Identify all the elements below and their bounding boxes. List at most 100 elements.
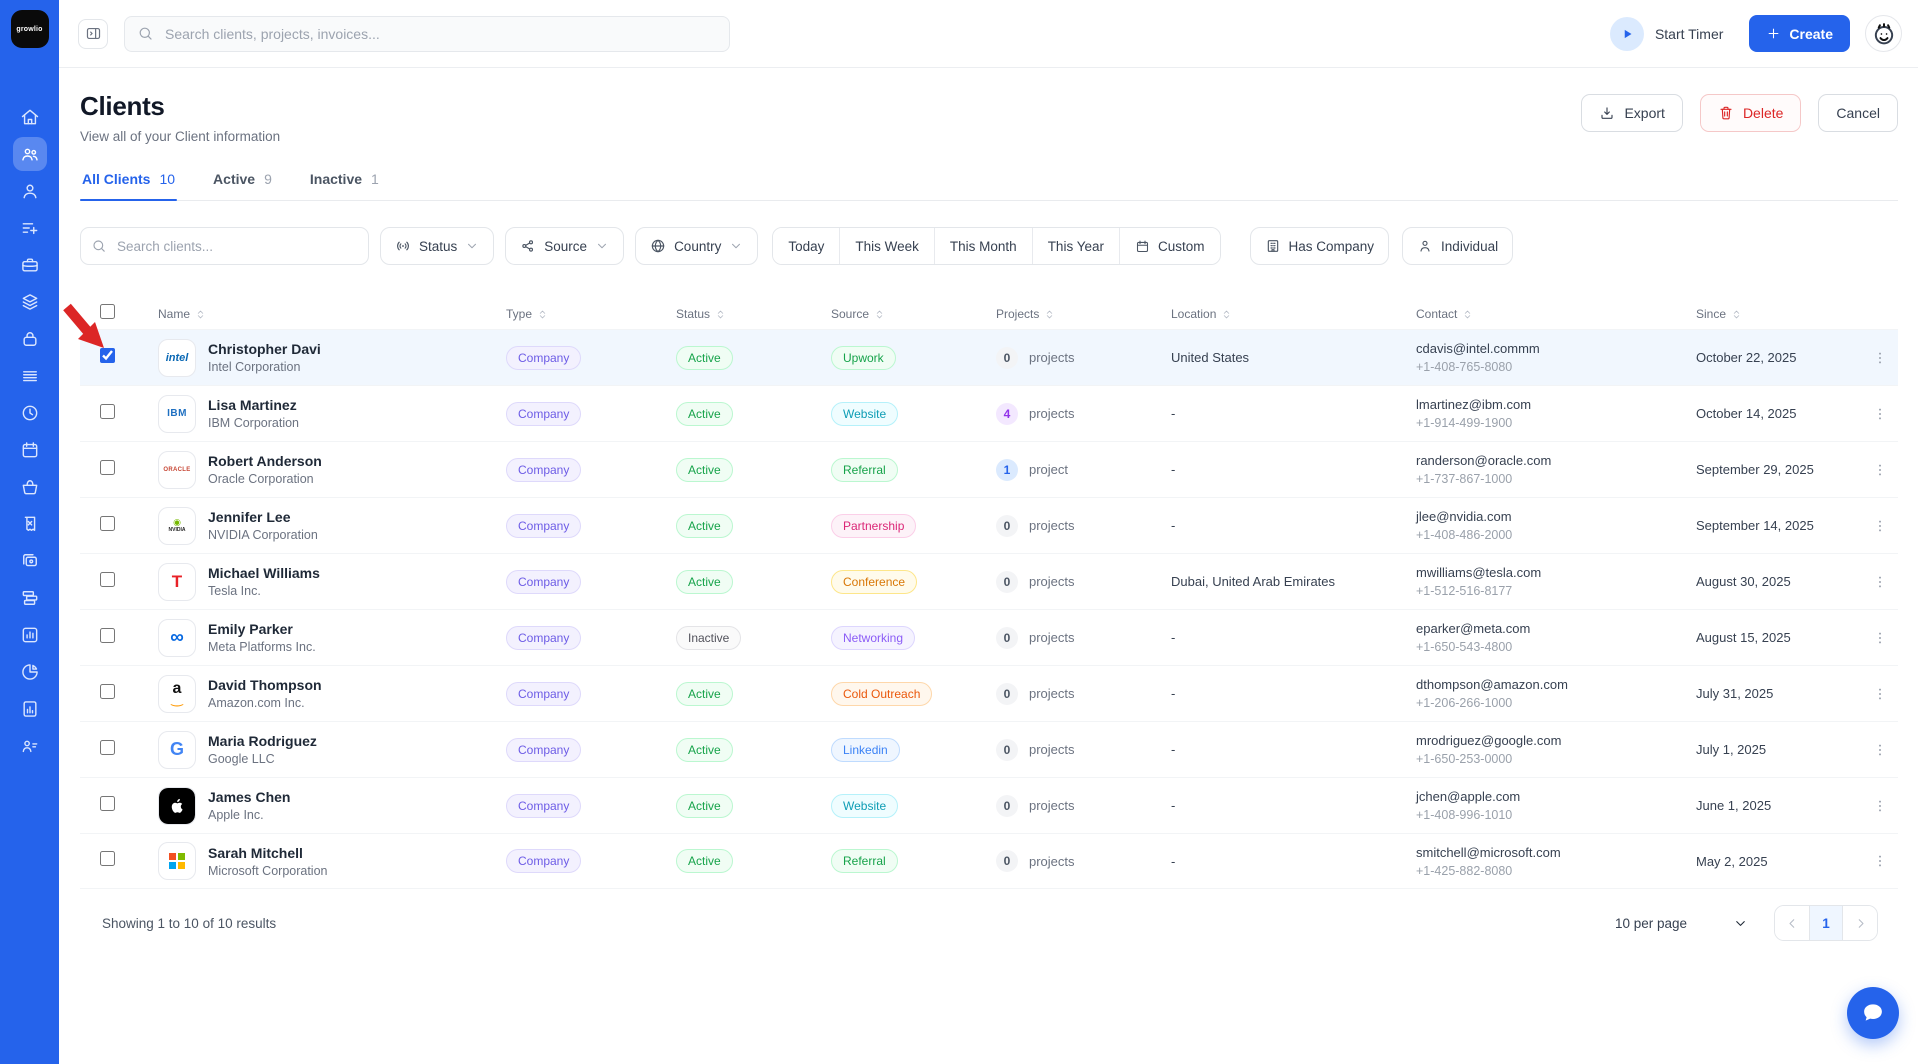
sidebar-item-clients[interactable] — [12, 137, 47, 171]
next-page-icon[interactable] — [1843, 906, 1877, 940]
app-logo[interactable]: growlio — [10, 10, 49, 48]
global-search-input[interactable] — [124, 15, 730, 52]
oracle-logo: ORACLE — [158, 450, 196, 489]
column-header-source[interactable]: Source — [831, 307, 996, 321]
user-avatar[interactable] — [1865, 15, 1902, 52]
has-company-filter-button[interactable]: Has Company — [1249, 227, 1390, 265]
delete-button[interactable]: Delete — [1699, 94, 1802, 132]
table-row[interactable]: ∞ Emily Parker Meta Platforms Inc. Company I… — [80, 609, 1898, 665]
row-actions-kebab-icon[interactable] — [1866, 736, 1894, 764]
row-checkbox[interactable] — [100, 403, 115, 419]
clients-search-input[interactable] — [80, 227, 369, 265]
client-name: Sarah Mitchell — [208, 844, 303, 861]
row-actions-kebab-icon[interactable] — [1866, 456, 1894, 484]
column-header-location[interactable]: Location — [1171, 307, 1416, 321]
start-timer-play-icon[interactable] — [1609, 16, 1644, 51]
row-checkbox[interactable] — [100, 459, 115, 475]
since-date: August 15, 2025 — [1696, 630, 1791, 645]
export-button[interactable]: Export — [1581, 94, 1683, 132]
row-checkbox[interactable] — [100, 683, 115, 699]
sidebar-toggle-icon[interactable] — [78, 18, 108, 49]
chat-launcher-icon[interactable] — [1847, 987, 1899, 1039]
sidebar-item-layers[interactable] — [13, 285, 47, 319]
column-header-name[interactable]: Name — [158, 307, 506, 321]
source-badge: Website — [831, 793, 899, 818]
table-row[interactable]: T Michael Williams Tesla Inc. Company Active… — [80, 553, 1898, 609]
date-range-today[interactable]: Today — [773, 228, 841, 264]
row-checkbox[interactable] — [100, 795, 115, 811]
date-range-custom[interactable]: Custom — [1119, 228, 1220, 264]
team-icon — [20, 736, 40, 756]
column-header-status[interactable]: Status — [676, 307, 831, 321]
row-actions-kebab-icon[interactable] — [1866, 344, 1894, 372]
row-actions-kebab-icon[interactable] — [1866, 512, 1894, 540]
date-range-this-year[interactable]: This Year — [1032, 228, 1120, 264]
table-row[interactable]: a ‿ David Thompson Amazon.com Inc. Company Ac… — [80, 665, 1898, 721]
table-row[interactable]: IBM Lisa Martinez IBM Corporation Company Ac… — [80, 385, 1898, 441]
type-badge: Company — [506, 401, 582, 426]
row-checkbox[interactable] — [100, 515, 115, 531]
sidebar-item-receipt[interactable] — [13, 507, 47, 541]
select-all-checkbox[interactable] — [100, 304, 115, 319]
table-row[interactable]: James Chen Apple Inc. Company Active Website… — [80, 777, 1898, 833]
tab-inactive[interactable]: Inactive 1 — [308, 171, 381, 200]
row-actions-kebab-icon[interactable] — [1866, 624, 1894, 652]
sidebar-item-stack[interactable] — [13, 581, 47, 615]
location: - — [1171, 853, 1176, 869]
tab-active[interactable]: Active 9 — [211, 171, 274, 200]
status-filter-dropdown[interactable]: Status — [380, 227, 495, 265]
column-header-projects[interactable]: Projects — [996, 307, 1171, 321]
sidebar-item-contact[interactable] — [13, 174, 47, 208]
start-timer-label[interactable]: Start Timer — [1654, 25, 1724, 42]
sidebar-item-cards[interactable] — [13, 544, 47, 578]
country-filter-dropdown[interactable]: Country — [635, 227, 759, 265]
sidebar-item-report[interactable] — [13, 692, 47, 726]
prev-page-icon[interactable] — [1775, 906, 1809, 940]
table-row[interactable]: G Maria Rodriguez Google LLC Company Active L… — [80, 721, 1898, 777]
cancel-button[interactable]: Cancel — [1818, 94, 1898, 132]
sidebar-item-basket[interactable] — [13, 470, 47, 504]
row-checkbox[interactable] — [100, 347, 115, 363]
create-button[interactable]: Create — [1749, 15, 1850, 52]
projects-count: 0 — [996, 626, 1018, 649]
row-actions-kebab-icon[interactable] — [1866, 400, 1894, 428]
chevron-down-icon — [595, 239, 609, 253]
client-company: Intel Corporation — [208, 360, 301, 374]
sidebar-item-list-add[interactable] — [13, 211, 47, 245]
row-checkbox[interactable] — [100, 627, 115, 643]
sidebar-item-clock[interactable] — [13, 396, 47, 430]
sidebar-item-chart-square[interactable] — [13, 618, 47, 652]
row-actions-kebab-icon[interactable] — [1866, 680, 1894, 708]
row-checkbox[interactable] — [100, 571, 115, 587]
page-number[interactable]: 1 — [1809, 906, 1843, 940]
column-header-type[interactable]: Type — [506, 307, 676, 321]
row-checkbox[interactable] — [100, 851, 115, 866]
sidebar-item-rows[interactable] — [13, 359, 47, 393]
source-filter-dropdown[interactable]: Source — [505, 227, 625, 265]
individual-filter-button[interactable]: Individual — [1402, 227, 1514, 265]
client-name: Michael Williams — [208, 565, 320, 581]
sidebar-item-home[interactable] — [13, 100, 47, 134]
sidebar: growlio — [0, 0, 59, 1064]
column-header-contact[interactable]: Contact — [1416, 307, 1696, 321]
per-page-select[interactable]: 10 per page — [1615, 916, 1748, 931]
table-header: Name Type Status Source Projects Location Cont… — [80, 299, 1898, 329]
location: - — [1171, 406, 1176, 421]
row-actions-kebab-icon[interactable] — [1866, 568, 1894, 596]
row-actions-kebab-icon[interactable] — [1866, 792, 1894, 820]
row-checkbox[interactable] — [100, 739, 115, 755]
sidebar-item-briefcase[interactable] — [13, 248, 47, 282]
table-row[interactable]: Sarah Mitchell Microsoft Corporation Compa… — [80, 833, 1898, 889]
sidebar-item-calendar[interactable] — [13, 433, 47, 467]
row-actions-kebab-icon[interactable] — [1866, 847, 1894, 875]
table-row[interactable]: ORACLE Robert Anderson Oracle Corporation C… — [80, 441, 1898, 497]
date-range-this-week[interactable]: This Week — [840, 228, 935, 264]
column-header-since[interactable]: Since — [1696, 307, 1861, 321]
date-range-this-month[interactable]: This Month — [934, 228, 1033, 264]
sidebar-item-lock-bag[interactable] — [13, 322, 47, 356]
sidebar-item-pie-chart[interactable] — [13, 655, 47, 689]
tab-all-clients[interactable]: All Clients 10 — [80, 171, 178, 201]
table-row[interactable]: intel Christopher Davi Intel Corporation Co… — [80, 329, 1898, 385]
sidebar-item-team[interactable] — [13, 729, 47, 763]
table-row[interactable]: ◉ NVIDIA Jennifer Lee NVIDIA Corporation Com… — [80, 497, 1898, 553]
